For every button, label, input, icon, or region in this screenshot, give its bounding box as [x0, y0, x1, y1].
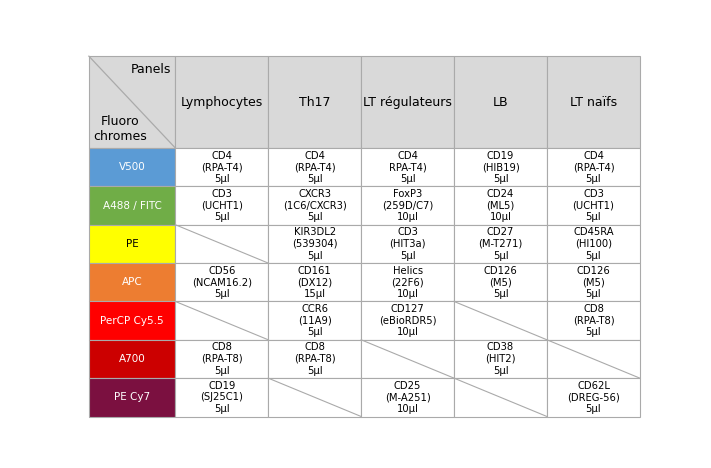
- Bar: [176, 378, 268, 417]
- Bar: [176, 148, 268, 186]
- Text: CD56
(NCAM16.2)
5µl: CD56 (NCAM16.2) 5µl: [192, 266, 252, 299]
- Text: CD8
(RPA-T8)
5µl: CD8 (RPA-T8) 5µl: [572, 304, 614, 337]
- Bar: [361, 148, 454, 186]
- Bar: [361, 378, 454, 417]
- Bar: [268, 148, 361, 186]
- Text: CD25
(M-A251)
10µl: CD25 (M-A251) 10µl: [385, 381, 431, 414]
- Text: A488 / FITC: A488 / FITC: [102, 201, 161, 211]
- Bar: [89, 56, 176, 148]
- Text: CD27
(M-T271)
5µl: CD27 (M-T271) 5µl: [479, 227, 523, 261]
- Text: CD127
(eBioRDR5)
10µl: CD127 (eBioRDR5) 10µl: [379, 304, 437, 337]
- Text: CCR6
(11A9)
5µl: CCR6 (11A9) 5µl: [298, 304, 331, 337]
- Text: Th17: Th17: [299, 95, 331, 109]
- Bar: [176, 225, 268, 263]
- Bar: [547, 301, 640, 340]
- Bar: [454, 225, 547, 263]
- Text: LB: LB: [493, 95, 508, 109]
- Text: LT naïfs: LT naïfs: [570, 95, 617, 109]
- Bar: [176, 186, 268, 225]
- Text: CD3
(UCHT1)
5µl: CD3 (UCHT1) 5µl: [201, 189, 242, 222]
- Bar: [361, 186, 454, 225]
- Text: CD3
(UCHT1)
5µl: CD3 (UCHT1) 5µl: [572, 189, 614, 222]
- Bar: [547, 56, 640, 148]
- Text: LT régulateurs: LT régulateurs: [363, 95, 452, 109]
- Text: CD161
(DX12)
15µl: CD161 (DX12) 15µl: [297, 266, 332, 299]
- Bar: [547, 378, 640, 417]
- Bar: [89, 263, 176, 301]
- Bar: [547, 148, 640, 186]
- Bar: [454, 301, 547, 340]
- Text: Panels: Panels: [131, 63, 171, 76]
- Text: APC: APC: [122, 277, 142, 287]
- Bar: [454, 148, 547, 186]
- Bar: [268, 340, 361, 378]
- Bar: [268, 56, 361, 148]
- Bar: [454, 378, 547, 417]
- Bar: [547, 186, 640, 225]
- Bar: [176, 340, 268, 378]
- Text: V500: V500: [119, 162, 146, 172]
- Text: FoxP3
(259D/C7)
10µl: FoxP3 (259D/C7) 10µl: [382, 189, 433, 222]
- Text: CD3
(HIT3a)
5µl: CD3 (HIT3a) 5µl: [390, 227, 426, 261]
- Text: CD126
(M5)
5µl: CD126 (M5) 5µl: [483, 266, 518, 299]
- Text: CD126
(M5)
5µl: CD126 (M5) 5µl: [577, 266, 610, 299]
- Bar: [89, 225, 176, 263]
- Bar: [89, 301, 176, 340]
- Bar: [454, 263, 547, 301]
- Bar: [89, 340, 176, 378]
- Bar: [89, 186, 176, 225]
- Bar: [454, 56, 547, 148]
- Text: Lymphocytes: Lymphocytes: [181, 95, 263, 109]
- Text: Fluoro
chromes: Fluoro chromes: [93, 115, 147, 143]
- Text: CD24
(ML5)
10µl: CD24 (ML5) 10µl: [486, 189, 515, 222]
- Bar: [89, 148, 176, 186]
- Bar: [454, 186, 547, 225]
- Text: CD62L
(DREG-56)
5µl: CD62L (DREG-56) 5µl: [567, 381, 620, 414]
- Bar: [547, 225, 640, 263]
- Bar: [361, 340, 454, 378]
- Bar: [547, 340, 640, 378]
- Bar: [268, 301, 361, 340]
- Text: CD19
(SJ25C1)
5µl: CD19 (SJ25C1) 5µl: [201, 381, 243, 414]
- Text: CD38
(HIT2)
5µl: CD38 (HIT2) 5µl: [486, 343, 515, 376]
- Text: CD4
(RPA-T4)
5µl: CD4 (RPA-T4) 5µl: [201, 151, 242, 184]
- Text: CD8
(RPA-T8)
5µl: CD8 (RPA-T8) 5µl: [294, 343, 336, 376]
- Text: CD8
(RPA-T8)
5µl: CD8 (RPA-T8) 5µl: [201, 343, 242, 376]
- Text: PE: PE: [126, 239, 139, 249]
- Bar: [176, 301, 268, 340]
- Text: CD45RA
(HI100)
5µl: CD45RA (HI100) 5µl: [573, 227, 614, 261]
- Text: KIR3DL2
(539304)
5µl: KIR3DL2 (539304) 5µl: [292, 227, 338, 261]
- Bar: [361, 56, 454, 148]
- Bar: [547, 263, 640, 301]
- Bar: [361, 263, 454, 301]
- Bar: [268, 225, 361, 263]
- Text: CD4
RPA-T4)
5µl: CD4 RPA-T4) 5µl: [389, 151, 427, 184]
- Text: CXCR3
(1C6/CXCR3)
5µl: CXCR3 (1C6/CXCR3) 5µl: [283, 189, 347, 222]
- Text: CD19
(HIB19)
5µl: CD19 (HIB19) 5µl: [481, 151, 520, 184]
- Bar: [361, 225, 454, 263]
- Text: PE Cy7: PE Cy7: [114, 392, 150, 402]
- Bar: [361, 301, 454, 340]
- Bar: [268, 186, 361, 225]
- Text: Helics
(22F6)
10µl: Helics (22F6) 10µl: [391, 266, 424, 299]
- Bar: [454, 340, 547, 378]
- Bar: [268, 378, 361, 417]
- Text: PerCP Cy5.5: PerCP Cy5.5: [100, 315, 164, 326]
- Text: CD4
(RPA-T4)
5µl: CD4 (RPA-T4) 5µl: [572, 151, 614, 184]
- Bar: [268, 263, 361, 301]
- Bar: [89, 378, 176, 417]
- Text: A700: A700: [119, 354, 146, 364]
- Text: CD4
(RPA-T4)
5µl: CD4 (RPA-T4) 5µl: [294, 151, 336, 184]
- Bar: [176, 56, 268, 148]
- Bar: [176, 263, 268, 301]
